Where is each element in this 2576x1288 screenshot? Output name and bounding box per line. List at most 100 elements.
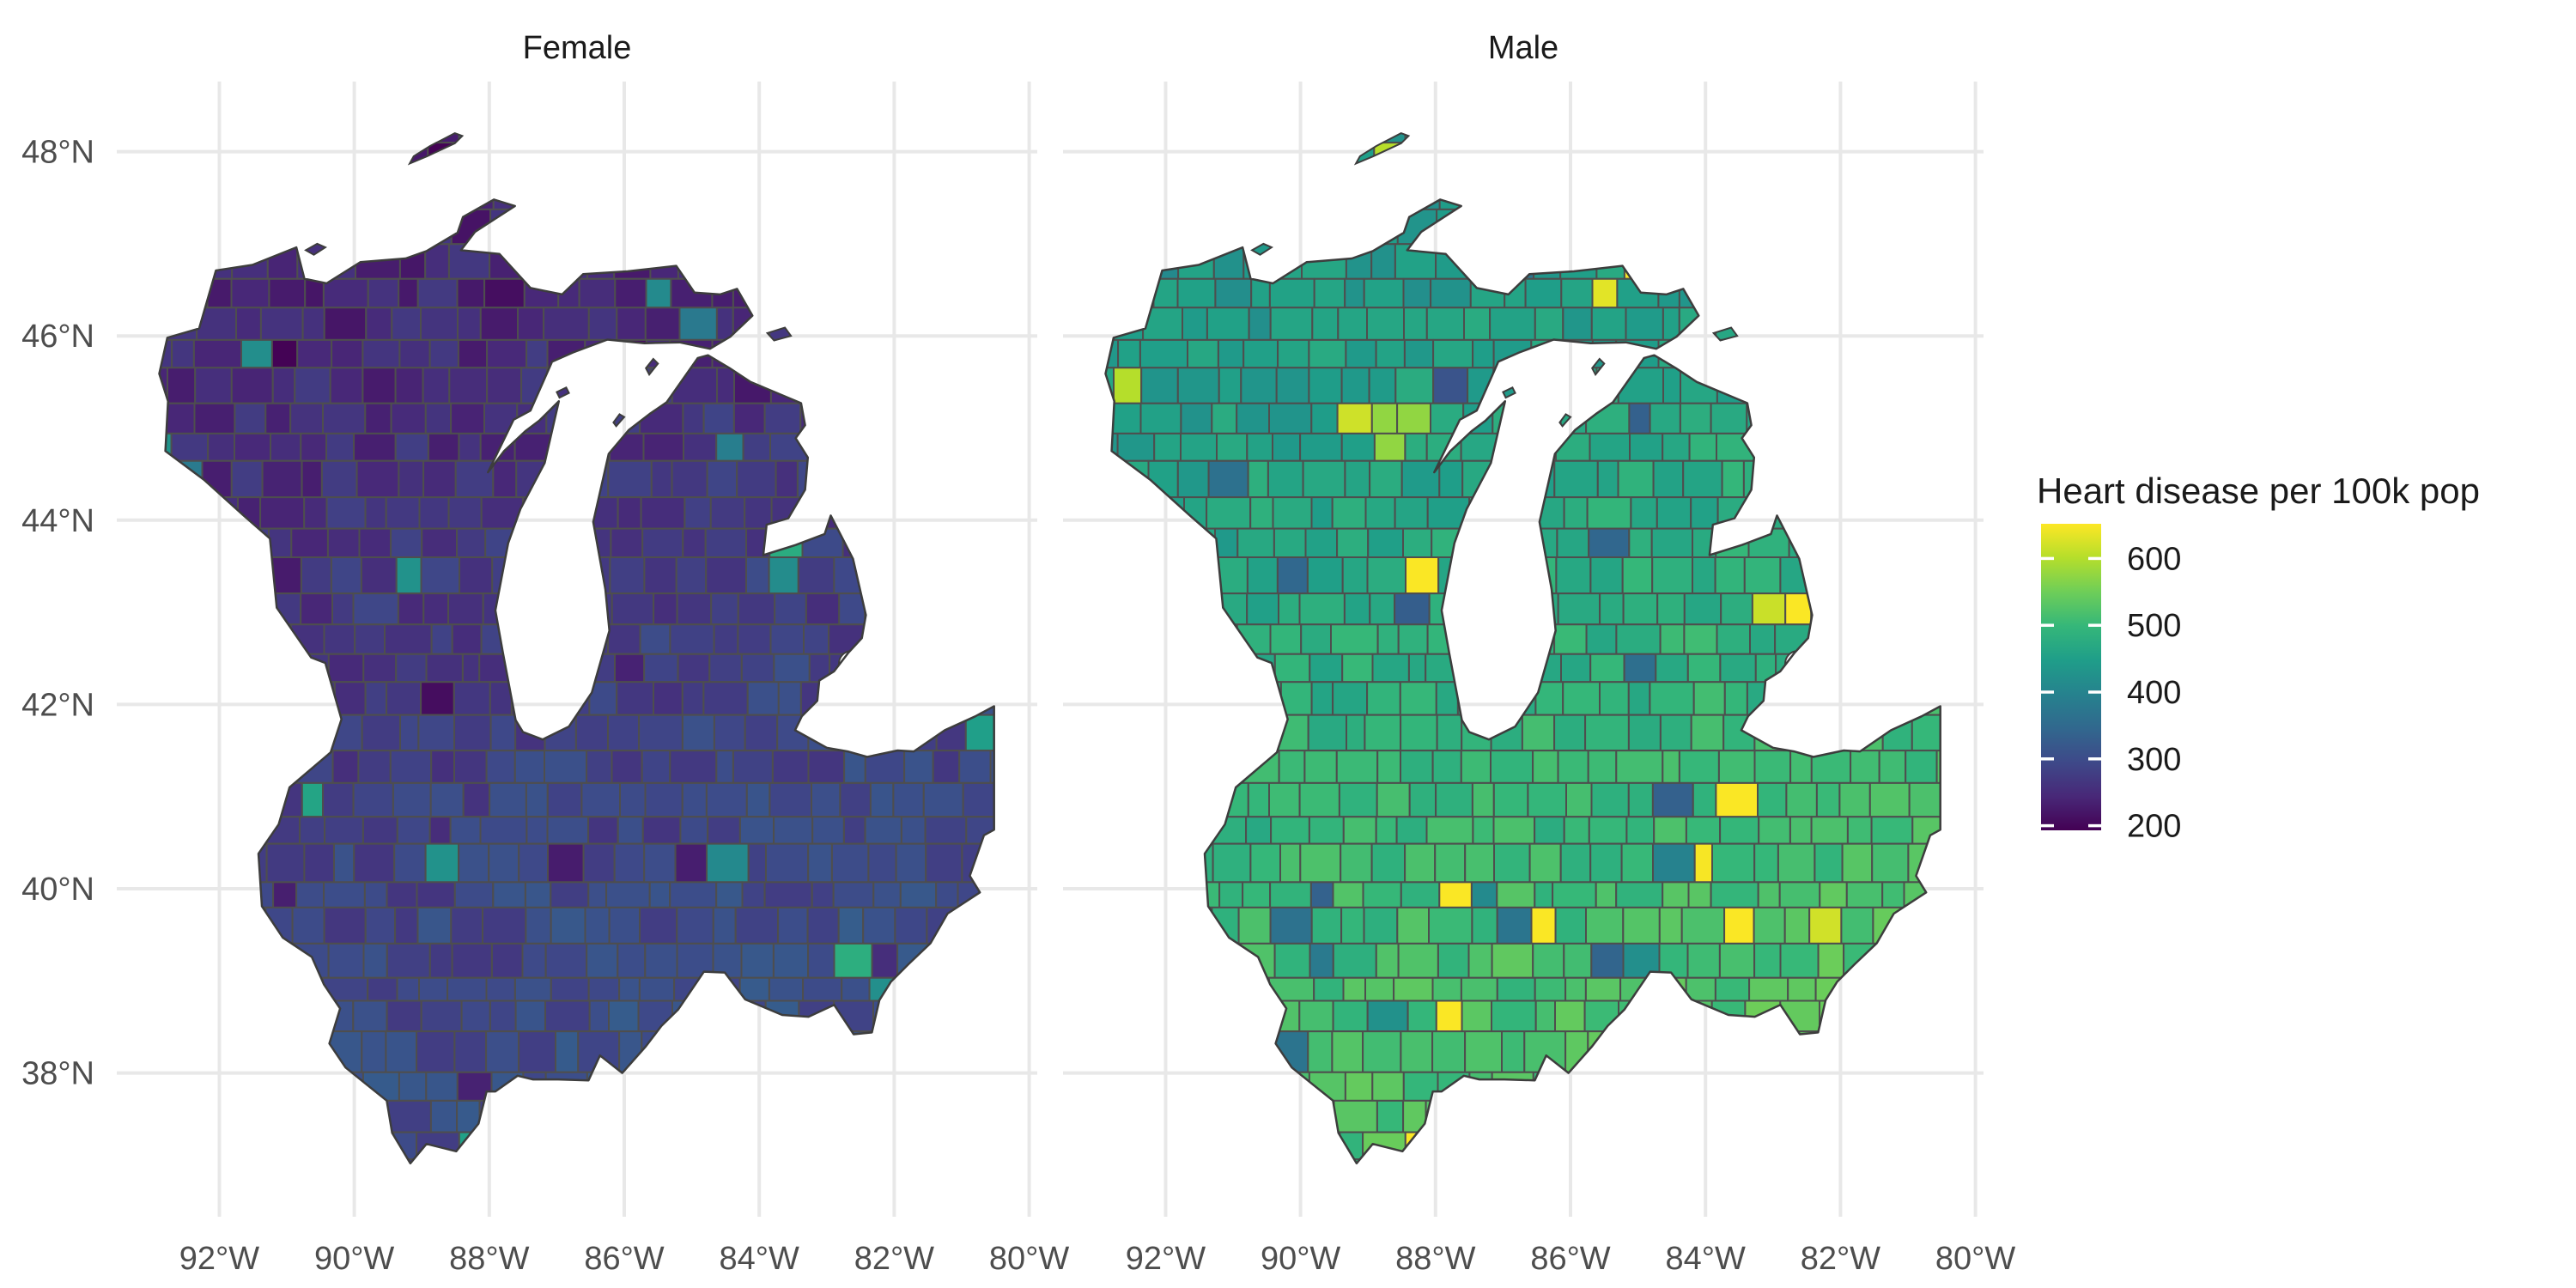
county xyxy=(1176,653,1207,683)
county xyxy=(1655,653,1689,683)
county xyxy=(1563,1071,1590,1102)
county xyxy=(1584,714,1630,752)
county xyxy=(1690,179,1717,210)
county xyxy=(1881,243,1911,280)
county xyxy=(1623,653,1657,683)
county xyxy=(1850,1200,1884,1232)
county xyxy=(927,277,957,309)
county xyxy=(1847,133,1872,144)
county xyxy=(517,556,558,595)
county xyxy=(799,402,838,434)
county xyxy=(546,338,586,369)
county xyxy=(1564,976,1587,1002)
county xyxy=(159,367,168,404)
county xyxy=(1469,1158,1492,1163)
county xyxy=(175,133,204,144)
county xyxy=(1105,750,1123,784)
county xyxy=(488,842,520,884)
county xyxy=(1154,208,1188,246)
county xyxy=(1851,459,1882,499)
county xyxy=(1368,367,1397,404)
county xyxy=(1113,1030,1157,1073)
county xyxy=(1466,142,1492,181)
county xyxy=(1297,1158,1345,1163)
county xyxy=(543,142,578,181)
county xyxy=(544,942,588,979)
county xyxy=(1502,432,1526,462)
county xyxy=(1311,307,1340,341)
county xyxy=(1464,1099,1502,1133)
county xyxy=(1680,367,1718,404)
county xyxy=(207,432,235,462)
county xyxy=(159,208,173,246)
county xyxy=(1726,1030,1755,1073)
county xyxy=(1523,1099,1557,1133)
county xyxy=(1142,307,1183,341)
county xyxy=(1088,1200,1112,1232)
county xyxy=(965,592,994,626)
county xyxy=(929,1071,963,1102)
county xyxy=(424,402,453,434)
county xyxy=(544,1071,588,1102)
county xyxy=(206,277,233,309)
county xyxy=(1974,978,2006,1001)
county xyxy=(1810,816,1849,845)
county xyxy=(1211,906,1240,945)
county xyxy=(769,623,805,655)
county xyxy=(1363,906,1399,945)
county xyxy=(605,881,651,908)
county xyxy=(175,592,208,626)
county xyxy=(1276,1099,1314,1133)
county xyxy=(740,942,775,979)
county xyxy=(575,179,615,210)
county xyxy=(1534,307,1564,341)
county xyxy=(1622,906,1661,945)
county xyxy=(1499,681,1537,716)
county xyxy=(1653,816,1687,845)
county xyxy=(999,529,1031,557)
county xyxy=(702,402,735,434)
county xyxy=(1976,682,2001,714)
county xyxy=(1211,750,1245,784)
x-tick-label: 90°W xyxy=(1261,1241,1340,1277)
county xyxy=(1591,1200,1625,1232)
county xyxy=(422,592,450,626)
county xyxy=(1246,592,1279,626)
county xyxy=(395,556,422,595)
county xyxy=(266,1099,299,1133)
county xyxy=(648,881,671,908)
county xyxy=(257,133,301,144)
county xyxy=(1491,999,1537,1033)
county xyxy=(586,1071,619,1102)
county xyxy=(520,367,549,404)
county xyxy=(775,459,799,499)
county xyxy=(1020,1159,1058,1200)
county xyxy=(1585,623,1618,655)
county xyxy=(173,881,201,908)
county xyxy=(1775,1099,1822,1133)
county xyxy=(264,750,299,784)
county xyxy=(230,556,269,595)
county xyxy=(1435,999,1463,1033)
county xyxy=(364,681,388,716)
county xyxy=(167,1158,205,1163)
county xyxy=(518,1099,556,1133)
county xyxy=(1218,1158,1250,1163)
county xyxy=(258,942,295,979)
county xyxy=(1851,681,1875,716)
county xyxy=(1121,781,1145,818)
county xyxy=(900,999,930,1033)
county xyxy=(872,881,902,908)
county xyxy=(270,338,299,369)
county xyxy=(1425,816,1474,845)
county xyxy=(168,556,210,595)
county xyxy=(1243,179,1273,210)
county xyxy=(999,143,1029,179)
county xyxy=(1783,243,1813,280)
county xyxy=(935,243,964,280)
county xyxy=(302,714,333,752)
county xyxy=(1903,367,1941,404)
county xyxy=(1249,1200,1282,1232)
county xyxy=(737,592,776,626)
county xyxy=(1902,999,1941,1033)
